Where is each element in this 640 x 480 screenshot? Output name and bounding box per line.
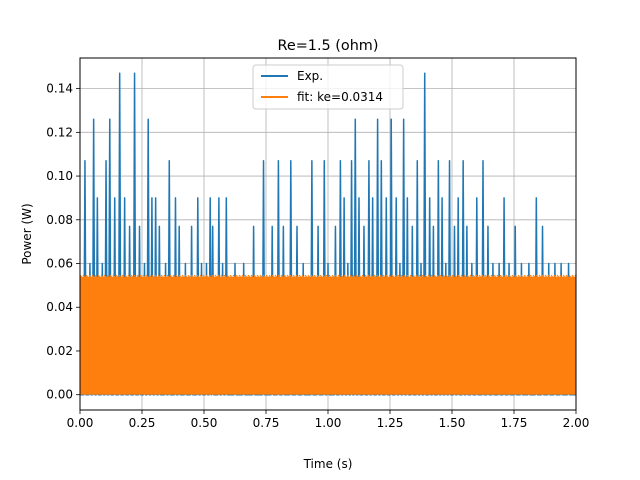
x-tick-label: 0.50 xyxy=(191,416,218,430)
y-tick-label: 0.06 xyxy=(46,257,73,271)
x-axis-ticks: 0.00 0.25 0.50 0.75 1.00 1.25 1.50 1.75 2.00 xyxy=(67,410,590,430)
fit-band xyxy=(80,276,576,395)
legend-exp-label: Exp. xyxy=(297,69,323,83)
x-tick-label: 1.25 xyxy=(377,416,404,430)
y-tick-label: 0.08 xyxy=(46,213,73,227)
x-tick-label: 0.75 xyxy=(253,416,280,430)
chart-title: Re=1.5 (ohm) xyxy=(278,38,379,54)
y-tick-label: 0.02 xyxy=(46,344,73,358)
x-tick-label: 2.00 xyxy=(563,416,590,430)
y-tick-label: 0.10 xyxy=(46,169,73,183)
x-tick-label: 0.00 xyxy=(67,416,94,430)
x-axis-label: Time (s) xyxy=(303,457,353,471)
y-axis-ticks: 0.00 0.02 0.04 0.06 0.08 0.10 0.12 0.14 xyxy=(46,82,80,402)
y-tick-label: 0.14 xyxy=(46,82,73,96)
y-tick-label: 0.00 xyxy=(46,388,73,402)
fit-oscillation-edge xyxy=(79,274,577,278)
series-fit xyxy=(79,274,577,395)
x-tick-label: 1.75 xyxy=(501,416,528,430)
legend-fit-label: fit: ke=0.0314 xyxy=(297,90,383,104)
y-axis-label: Power (W) xyxy=(20,203,34,264)
legend: Exp. fit: ke=0.0314 xyxy=(252,64,404,110)
x-tick-label: 0.25 xyxy=(129,416,156,430)
y-tick-label: 0.04 xyxy=(46,300,73,314)
x-tick-label: 1.50 xyxy=(439,416,466,430)
x-tick-label: 1.00 xyxy=(315,416,342,430)
y-tick-label: 0.12 xyxy=(46,125,73,139)
legend-box xyxy=(252,64,404,110)
